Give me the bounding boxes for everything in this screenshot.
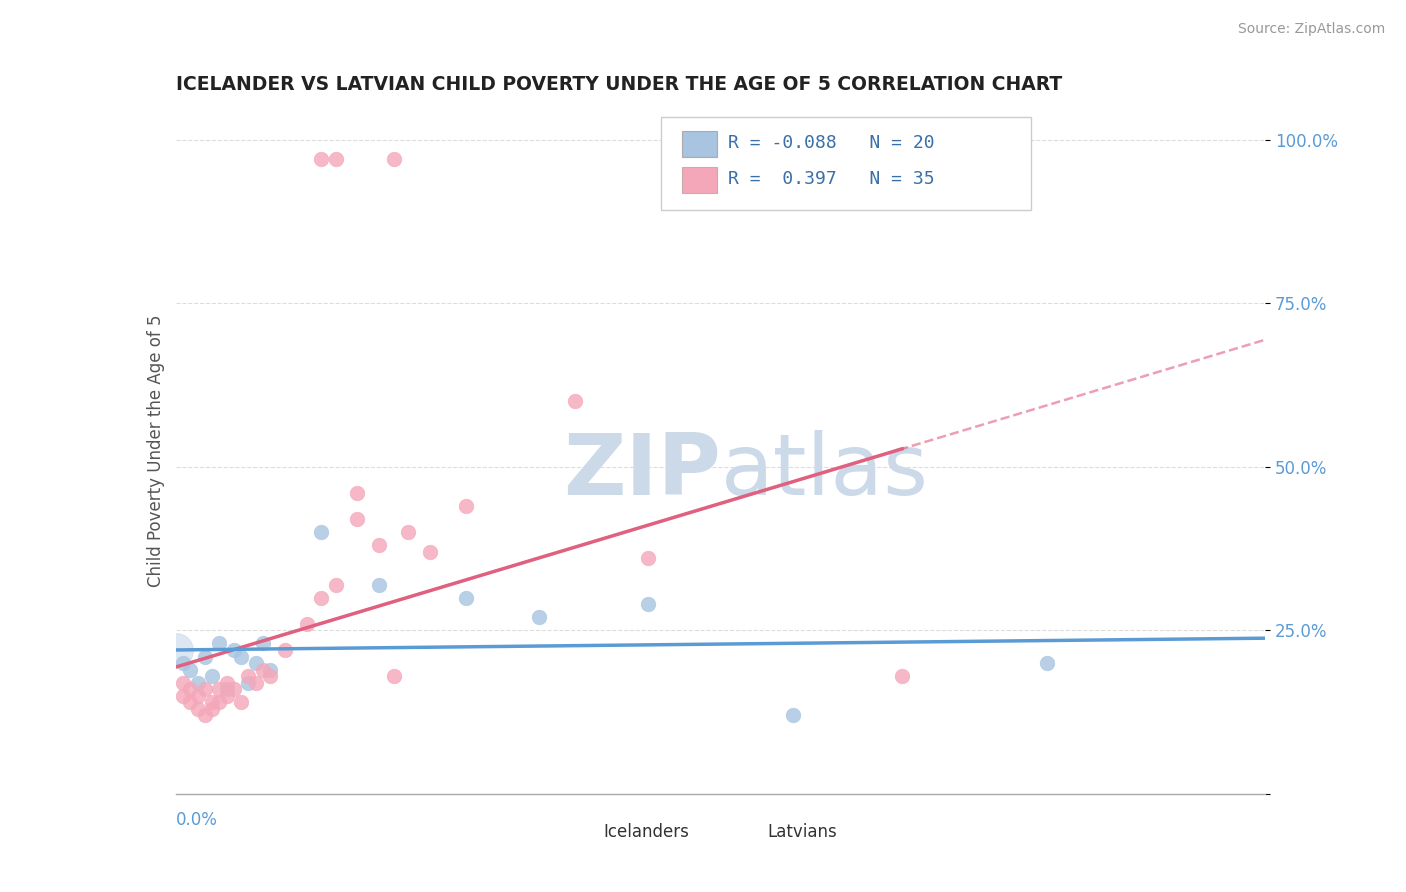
Point — [245, 656, 267, 670]
Point — [782, 708, 804, 723]
Point — [295, 616, 318, 631]
Point — [309, 591, 332, 605]
FancyBboxPatch shape — [661, 118, 1031, 211]
Text: 0.0%: 0.0% — [176, 811, 218, 829]
Point — [194, 649, 217, 664]
Point — [456, 591, 478, 605]
Point — [208, 636, 231, 650]
Point — [165, 643, 187, 657]
Point — [231, 695, 253, 709]
Point — [172, 656, 194, 670]
Point — [222, 643, 245, 657]
FancyBboxPatch shape — [568, 823, 595, 840]
Text: Latvians: Latvians — [768, 822, 837, 840]
Point — [201, 702, 224, 716]
Point — [179, 682, 201, 697]
Point — [208, 682, 231, 697]
Point — [527, 610, 550, 624]
Point — [309, 525, 332, 540]
Y-axis label: Child Poverty Under the Age of 5: Child Poverty Under the Age of 5 — [146, 314, 165, 587]
Point — [309, 153, 332, 167]
Text: ICELANDER VS LATVIAN CHILD POVERTY UNDER THE AGE OF 5 CORRELATION CHART: ICELANDER VS LATVIAN CHILD POVERTY UNDER… — [176, 75, 1062, 95]
Point — [215, 689, 238, 703]
Point — [325, 153, 347, 167]
Point — [274, 643, 297, 657]
FancyBboxPatch shape — [682, 131, 717, 157]
Point — [186, 675, 209, 690]
Point — [891, 669, 914, 683]
Point — [637, 551, 659, 566]
Point — [456, 499, 478, 513]
Point — [172, 675, 194, 690]
Point — [179, 695, 201, 709]
Point — [238, 675, 260, 690]
Point — [208, 695, 231, 709]
Point — [194, 682, 217, 697]
Point — [259, 669, 281, 683]
Point — [252, 663, 274, 677]
Text: R = -0.088   N = 20: R = -0.088 N = 20 — [728, 135, 935, 153]
Text: Source: ZipAtlas.com: Source: ZipAtlas.com — [1237, 22, 1385, 37]
Text: R =  0.397   N = 35: R = 0.397 N = 35 — [728, 170, 935, 188]
Point — [222, 682, 245, 697]
Point — [368, 577, 391, 591]
Point — [346, 486, 368, 500]
Point — [215, 682, 238, 697]
Point — [396, 525, 419, 540]
Point — [382, 153, 405, 167]
Point — [186, 689, 209, 703]
Point — [215, 675, 238, 690]
Point — [201, 669, 224, 683]
Text: ZIP: ZIP — [562, 430, 721, 513]
Text: atlas: atlas — [721, 430, 928, 513]
Point — [238, 669, 260, 683]
Point — [564, 394, 586, 409]
Point — [1036, 656, 1059, 670]
Point — [259, 663, 281, 677]
Point — [419, 545, 441, 559]
Point — [179, 663, 201, 677]
Point — [231, 649, 253, 664]
Point — [368, 538, 391, 552]
Point — [382, 669, 405, 683]
Point — [245, 675, 267, 690]
Point — [186, 702, 209, 716]
Point — [346, 512, 368, 526]
Point — [252, 636, 274, 650]
Point — [201, 695, 224, 709]
FancyBboxPatch shape — [731, 823, 759, 840]
FancyBboxPatch shape — [682, 167, 717, 193]
Point — [194, 708, 217, 723]
Point — [172, 689, 194, 703]
Text: Icelanders: Icelanders — [603, 822, 689, 840]
Point — [325, 577, 347, 591]
Point — [637, 597, 659, 611]
